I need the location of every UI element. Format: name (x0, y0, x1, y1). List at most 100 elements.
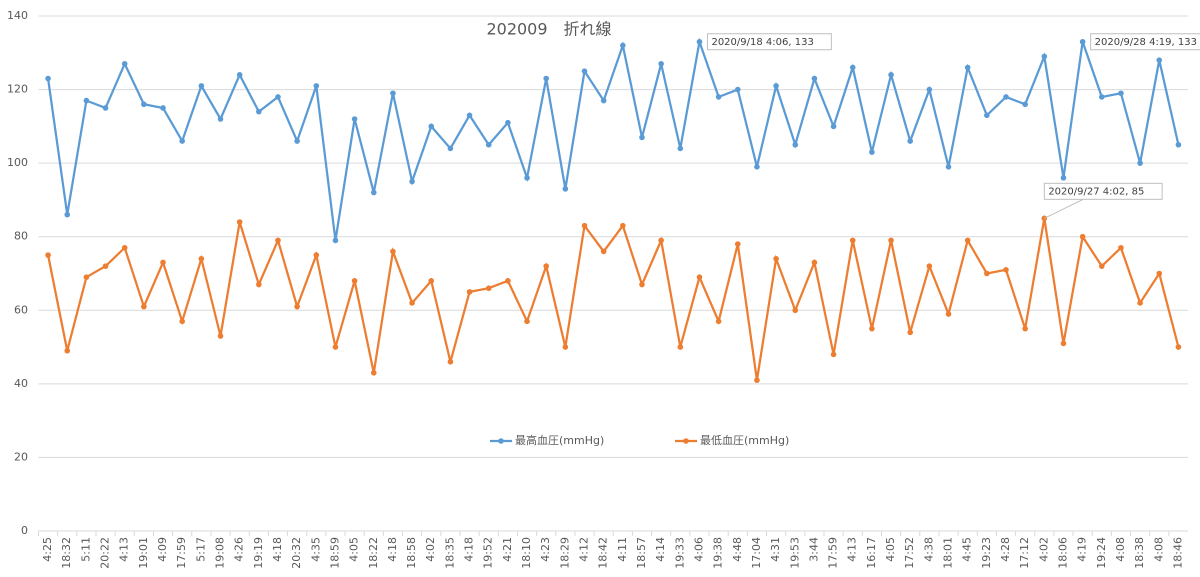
x-tick-label: 17:12 (1018, 537, 1031, 569)
x-tick-label: 4:25 (41, 537, 54, 562)
x-tick-label: 4:13 (846, 537, 859, 562)
data-point (543, 75, 549, 82)
data-point (1175, 344, 1182, 350)
x-tick-label: 18:32 (60, 537, 73, 569)
data-point (121, 61, 128, 67)
data-point (639, 281, 645, 288)
x-tick-label: 18:58 (405, 537, 418, 569)
x-tick-label: 19:01 (137, 537, 150, 569)
y-tick-label: 40 (14, 377, 28, 390)
data-point (179, 318, 185, 325)
data-point (1003, 267, 1009, 273)
x-tick-label: 19:24 (1095, 537, 1108, 569)
x-tick-label: 4:18 (463, 537, 476, 562)
y-tick-label: 60 (14, 303, 28, 316)
data-point (984, 112, 990, 119)
data-point (332, 237, 339, 244)
data-point (620, 42, 626, 49)
y-tick-label: 140 (7, 9, 28, 22)
x-tick-label: 4:23 (539, 537, 552, 562)
x-tick-label: 19:19 (252, 537, 265, 569)
data-point (256, 108, 262, 115)
callout-box (706, 33, 832, 51)
x-tick-label: 18:38 (1133, 537, 1146, 569)
x-tick-label: 17:59 (827, 537, 840, 569)
x-tick-label: 4:12 (578, 537, 591, 562)
data-point (45, 75, 51, 82)
callout-label: 2020/9/28 4:19, 133 (1095, 37, 1197, 48)
data-point (869, 149, 875, 155)
y-tick-label: 20 (14, 450, 28, 463)
x-tick-label: 4:02 (424, 537, 437, 562)
x-tick-label: 4:38 (922, 537, 935, 562)
legend-marker (683, 438, 689, 444)
x-tick-label: 18:46 (1171, 537, 1184, 569)
data-point (773, 255, 779, 262)
data-point (907, 138, 914, 144)
data-point (562, 186, 569, 192)
x-tick-label: 18:22 (367, 537, 380, 569)
data-point (677, 145, 684, 152)
data-point (332, 344, 339, 350)
data-point (179, 138, 185, 144)
x-tick-label: 18:57 (635, 537, 648, 569)
x-tick-label: 4:18 (386, 537, 399, 562)
callout-leader (1044, 198, 1084, 219)
data-point (1022, 325, 1028, 332)
x-tick-label: 4:14 (654, 537, 667, 562)
data-point (658, 237, 664, 244)
data-point (773, 83, 779, 89)
data-point (792, 307, 799, 314)
data-point (1118, 244, 1124, 251)
y-tick-label: 100 (7, 156, 28, 169)
x-tick-label: 19:33 (673, 537, 686, 569)
x-tick-label: 4:05 (884, 537, 897, 562)
data-point (447, 145, 454, 152)
data-point (1118, 90, 1124, 97)
data-point (715, 318, 722, 325)
series-line (46, 37, 1180, 241)
y-tick-label: 120 (7, 83, 28, 96)
data-point (351, 278, 358, 284)
legend-label: 最高血圧(mmHg) (515, 433, 604, 447)
x-tick-label: 4:05 (348, 537, 361, 562)
data-point (485, 285, 492, 292)
x-tick-label: 19:08 (214, 537, 227, 569)
x-tick-label: 19:52 (482, 537, 495, 569)
data-point (830, 351, 837, 358)
callout-label: 2020/9/18 4:06, 133 (711, 37, 813, 48)
x-tick-label: 4:08 (1152, 537, 1165, 562)
data-point (1098, 94, 1105, 100)
data-point (141, 101, 147, 108)
x-tick-label: 4:02 (1037, 537, 1050, 562)
x-tick-label: 3:44 (807, 537, 820, 562)
data-point (1137, 300, 1143, 306)
data-point (926, 86, 933, 93)
x-tick-label: 18:06 (1056, 537, 1069, 569)
data-point (696, 274, 703, 280)
data-point (658, 61, 664, 67)
data-point (849, 64, 856, 71)
data-point (313, 252, 320, 258)
data-point (754, 377, 760, 383)
data-point (256, 281, 262, 288)
x-tick-label: 18:35 (443, 537, 456, 569)
data-point (198, 255, 205, 262)
data-point (409, 178, 415, 185)
data-point (217, 116, 224, 122)
data-point (734, 86, 741, 93)
x-tick-label: 18:01 (942, 537, 955, 569)
data-point (275, 94, 281, 100)
x-tick-label: 20:32 (290, 537, 303, 569)
legend-label: 最低血圧(mmHg) (700, 433, 789, 447)
data-point (313, 83, 320, 89)
x-tick-label: 4:13 (118, 537, 131, 562)
data-point (1175, 141, 1182, 148)
data-point (217, 333, 224, 339)
x-tick-label: 5:17 (194, 537, 207, 562)
data-point (524, 175, 530, 181)
x-tick-label: 4:06 (692, 537, 705, 562)
callout-label: 2020/9/27 4:02, 85 (1048, 186, 1144, 197)
data-point (696, 38, 703, 45)
data-point (734, 241, 741, 247)
